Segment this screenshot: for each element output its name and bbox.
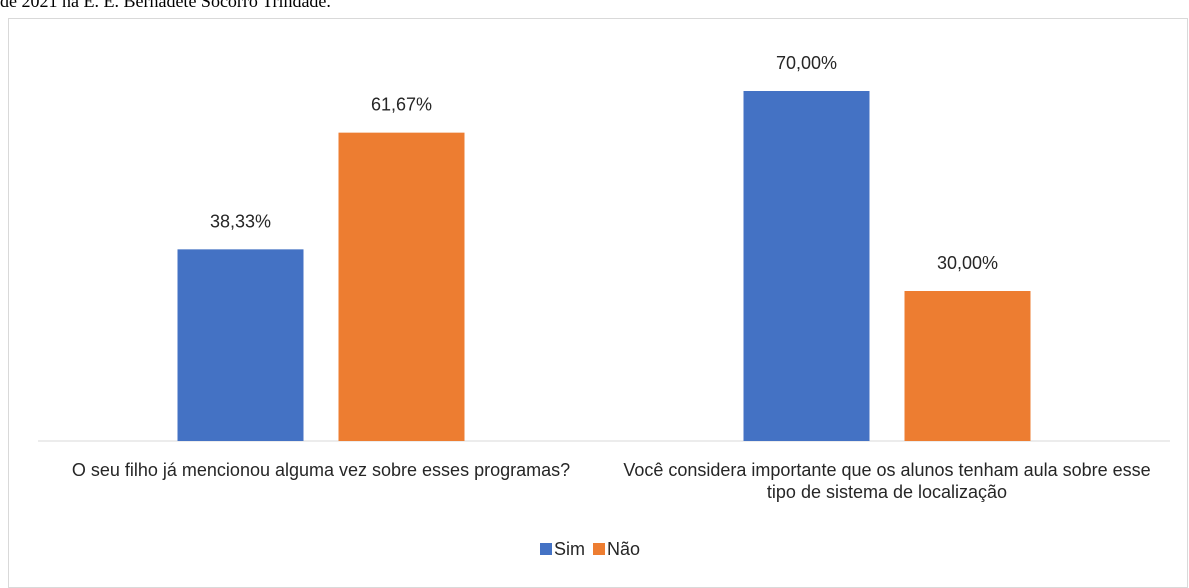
data-label: 70,00% — [776, 53, 837, 73]
legend-label: Não — [607, 539, 640, 559]
data-label: 38,33% — [210, 211, 271, 231]
legend-label: Sim — [554, 539, 585, 559]
data-label: 61,67% — [371, 95, 432, 115]
bar — [743, 91, 870, 441]
x-tick-label: Você considera importante que os alunos … — [623, 460, 1151, 502]
data-label: 30,00% — [937, 253, 998, 273]
bar — [177, 249, 304, 441]
legend-swatch — [593, 543, 605, 555]
bar — [338, 132, 465, 441]
legend-swatch — [540, 543, 552, 555]
caption: de 2021 na E. E. Bernadete Socorro Trind… — [0, 0, 331, 11]
bar — [904, 291, 1031, 441]
x-tick-label: O seu filho já mencionou alguma vez sobr… — [71, 460, 571, 480]
